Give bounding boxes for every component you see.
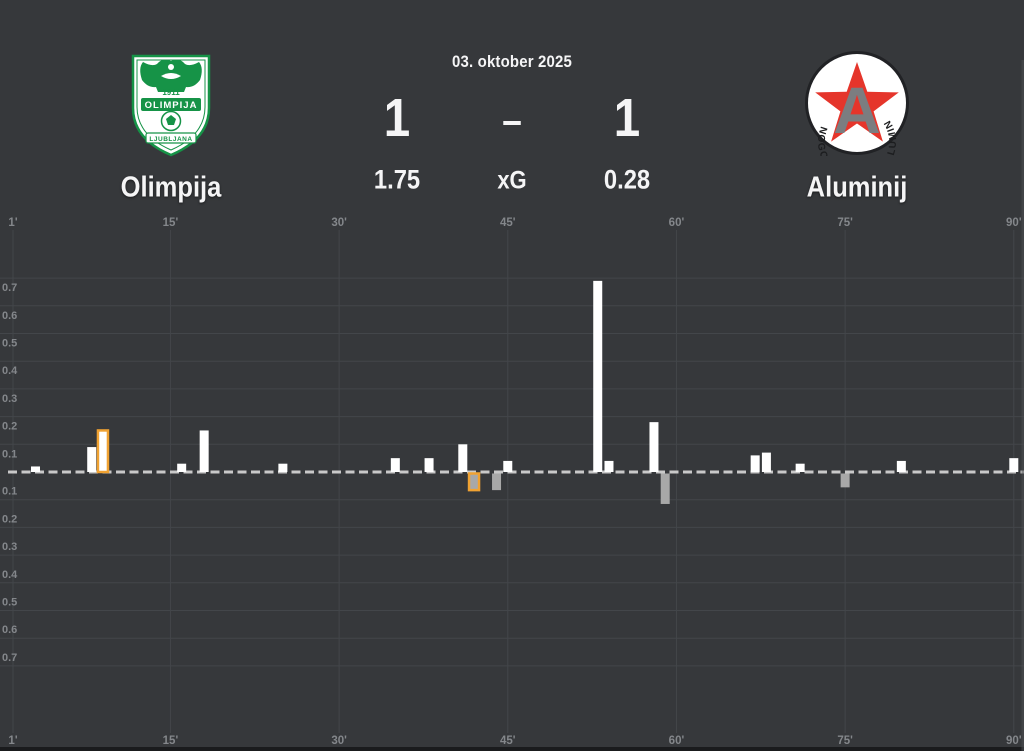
match-date: 03. oktober 2025 [451, 52, 573, 71]
minute-tick-top: 90' [1006, 217, 1022, 229]
y-tick-label: 0.5 [2, 597, 17, 609]
minute-tick-top: 15' [163, 217, 179, 229]
bottom-strip [0, 747, 1024, 751]
y-tick-label: 0.4 [2, 365, 18, 377]
y-tick-label: 0.7 [2, 282, 17, 294]
away-team-name: Aluminij [806, 171, 908, 204]
y-tick-label: 0.6 [2, 310, 17, 322]
minute-tick-bottom: 90' [1006, 735, 1022, 747]
shot-xg-bar[interactable] [87, 447, 97, 472]
away-xg-value: 0.28 [603, 164, 651, 195]
minute-tick-bottom: 75' [837, 735, 853, 747]
minute-tick-bottom: 45' [500, 735, 516, 747]
shot-xg-bar[interactable] [840, 473, 850, 488]
crest-founded-year: 1911 [162, 88, 180, 97]
shot-xg-bar[interactable] [660, 473, 670, 504]
minute-tick-top: 45' [500, 217, 516, 229]
away-team-logo: A NOGOMETNI KLUB ALUMINIJ [801, 42, 910, 184]
shot-xg-bar[interactable] [593, 280, 603, 472]
shot-xg-bar[interactable] [278, 463, 288, 472]
y-tick-label: 0.4 [2, 569, 18, 581]
shot-xg-bar[interactable] [649, 422, 659, 472]
home-xg-value: 1.75 [373, 164, 421, 195]
scrollbar-track[interactable] [1021, 60, 1024, 751]
shot-xg-bar[interactable] [492, 473, 502, 491]
shot-xg-bar[interactable] [30, 466, 40, 472]
y-tick-label: 0.2 [2, 513, 17, 525]
shot-xg-bar[interactable] [199, 430, 209, 472]
minute-tick-top: 1' [8, 217, 17, 229]
home-team-logo: 1911 OLIMPIJA LJUBLJANA [128, 52, 214, 163]
shot-xg-bar[interactable] [424, 458, 434, 472]
y-tick-label: 0.1 [2, 486, 17, 498]
olimpija-crest-icon: 1911 OLIMPIJA LJUBLJANA [131, 54, 211, 157]
shot-xg-bar[interactable] [604, 460, 614, 472]
xg-label: xG [497, 166, 527, 195]
y-tick-label: 0.7 [2, 652, 17, 664]
shot-xg-bar[interactable] [795, 463, 805, 472]
shot-xg-bar[interactable] [458, 444, 468, 472]
minute-tick-bottom: 60' [669, 735, 685, 747]
minute-tick-bottom: 15' [163, 735, 179, 747]
minute-tick-bottom: 30' [331, 735, 347, 747]
shot-xg-bar[interactable] [896, 460, 906, 472]
y-tick-label: 0.5 [2, 338, 17, 350]
minute-tick-bottom: 1' [8, 735, 17, 747]
y-tick-label: 0.6 [2, 624, 17, 636]
y-tick-label: 0.3 [2, 393, 17, 405]
y-tick-label: 0.1 [2, 448, 17, 460]
home-score: 1 [383, 88, 411, 148]
score-separator: – [502, 98, 522, 143]
minute-tick-top: 30' [331, 217, 347, 229]
crest-letter-a: A [833, 73, 881, 147]
shot-xg-bar[interactable] [177, 463, 187, 472]
y-tick-label: 0.2 [2, 421, 17, 433]
crest-city-text: LJUBLJANA [149, 136, 192, 143]
home-team-name: Olimpija [120, 171, 222, 204]
shot-xg-bar[interactable] [761, 452, 771, 472]
minute-tick-top: 75' [837, 217, 853, 229]
shot-xg-bar[interactable] [390, 458, 400, 472]
y-tick-label: 0.3 [2, 541, 17, 553]
crest-banner-text: OLIMPIJA [145, 100, 198, 111]
shot-xg-bar[interactable] [503, 460, 513, 472]
goal-xg-bar[interactable] [96, 429, 110, 474]
shot-xg-bar[interactable] [1009, 458, 1019, 472]
goal-xg-bar[interactable] [467, 472, 481, 492]
minute-tick-top: 60' [669, 217, 685, 229]
away-score: 1 [613, 88, 641, 148]
shot-xg-bar[interactable] [750, 455, 760, 472]
